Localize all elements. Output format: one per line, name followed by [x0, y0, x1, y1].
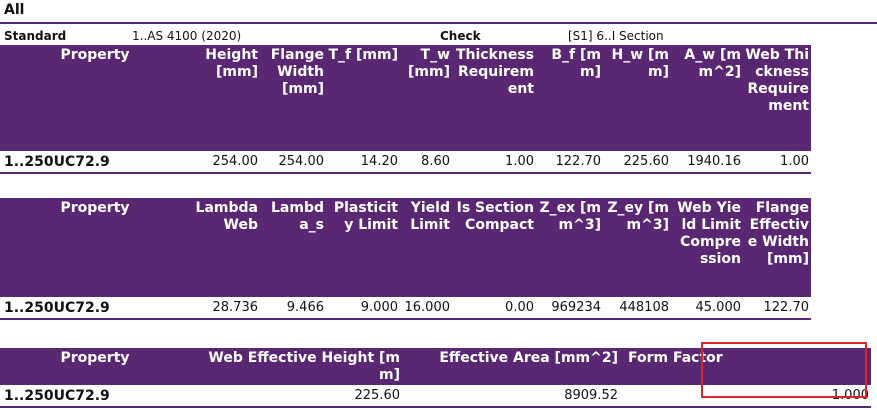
table-cell: 9.466 [260, 297, 326, 320]
table-cell: 122.70 [536, 151, 603, 174]
table-cell: 225.60 [190, 385, 402, 408]
table-cell: 14.20 [326, 151, 400, 174]
column-header: Height [mm] [190, 45, 260, 151]
table-header-row: Property Height [mm] Flange Width [mm] T… [0, 45, 811, 151]
table-row: 1..250UC72.9 28.736 9.466 9.000 16.000 0… [0, 297, 811, 320]
table-cell: 45.000 [671, 297, 743, 320]
page-title: All [4, 2, 25, 18]
column-header: Z_ey [mm^3] [603, 198, 671, 297]
properties-table-3: Property Web Effective Height [mm] Effec… [0, 348, 871, 408]
column-header: Web Yield Limit Compression [671, 198, 743, 297]
column-header: Web Thickness Requirement [743, 45, 811, 151]
table-cell: 1940.16 [671, 151, 743, 174]
table-cell: 969234 [536, 297, 603, 320]
standard-label: Standard [4, 29, 67, 43]
table-cell: 254.00 [190, 151, 260, 174]
standard-value: 1..AS 4100 (2020) [132, 29, 242, 43]
column-header: Lambda_s [260, 198, 326, 297]
table-cell: 28.736 [190, 297, 260, 320]
table-cell: 16.000 [400, 297, 452, 320]
table-header-row: Property Lambda Web Lambda_s Plasticity … [0, 198, 811, 297]
table-cell: 225.60 [603, 151, 671, 174]
column-header: Flange Width [mm] [260, 45, 326, 151]
column-header: Flange Effective Width [mm] [743, 198, 811, 297]
properties-table-2: Property Lambda Web Lambda_s Plasticity … [0, 198, 811, 320]
column-header: Property [0, 348, 190, 385]
column-header: B_f [mm] [536, 45, 603, 151]
meta-row: Standard 1..AS 4100 (2020) Check [S1] 6.… [0, 27, 877, 45]
column-header: Z_ex [mm^3] [536, 198, 603, 297]
column-header: Lambda Web [190, 198, 260, 297]
column-header: Effective Area [mm^2] [402, 348, 620, 385]
column-header: Yield Limit [400, 198, 452, 297]
table-row: 1..250UC72.9 254.00 254.00 14.20 8.60 1.… [0, 151, 811, 174]
column-header: H_w [mm] [603, 45, 671, 151]
column-header: Web Effective Height [mm] [190, 348, 402, 385]
table-row: 1..250UC72.9 225.60 8909.52 1.000 [0, 385, 871, 408]
column-header: Property [0, 198, 190, 297]
table-cell: 1..250UC72.9 [0, 297, 190, 320]
column-header: Thickness Requirement [452, 45, 536, 151]
table-cell: 8909.52 [402, 385, 620, 408]
column-header: Form Factor [620, 348, 871, 385]
properties-table-1: Property Height [mm] Flange Width [mm] T… [0, 45, 811, 174]
table-cell: 8.60 [400, 151, 452, 174]
column-header: T_w [mm] [400, 45, 452, 151]
table-cell: 254.00 [260, 151, 326, 174]
check-label: Check [440, 29, 481, 43]
check-value: [S1] 6..I Section [568, 29, 664, 43]
table-cell: 9.000 [326, 297, 400, 320]
column-header: T_f [mm] [326, 45, 400, 151]
table-cell: 1.000 [620, 385, 871, 408]
column-header: Is Section Compact [452, 198, 536, 297]
table-cell: 1..250UC72.9 [0, 151, 190, 174]
table-cell: 122.70 [743, 297, 811, 320]
column-header: Property [0, 45, 190, 151]
column-header: Plasticity Limit [326, 198, 400, 297]
table-header-row: Property Web Effective Height [mm] Effec… [0, 348, 871, 385]
table-cell: 0.00 [452, 297, 536, 320]
table-cell: 448108 [603, 297, 671, 320]
title-divider [0, 22, 877, 24]
table-cell: 1.00 [743, 151, 811, 174]
column-header: A_w [mm^2] [671, 45, 743, 151]
table-cell: 1..250UC72.9 [0, 385, 190, 408]
table-cell: 1.00 [452, 151, 536, 174]
